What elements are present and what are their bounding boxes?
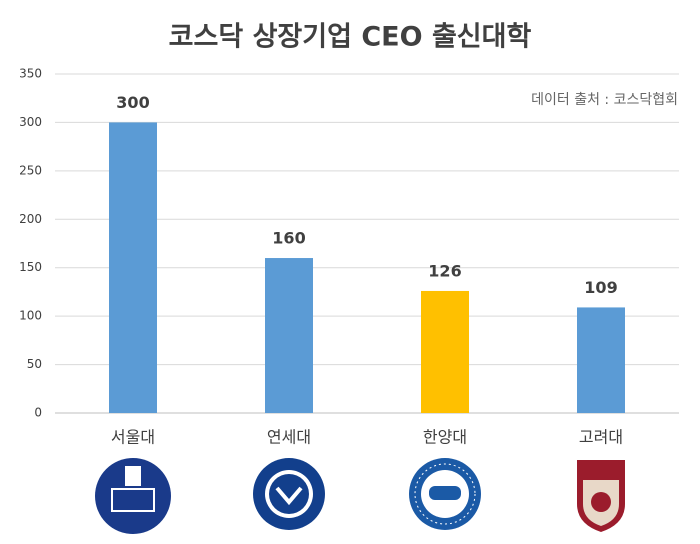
- data-label: 160: [272, 229, 305, 248]
- data-label: 300: [116, 93, 149, 112]
- bar: [109, 122, 157, 413]
- logo-korea: [577, 460, 625, 532]
- logo-hanyang: [409, 458, 481, 530]
- y-tick-label: 300: [19, 115, 42, 129]
- y-tick-label: 350: [19, 67, 42, 81]
- y-tick-label: 200: [19, 212, 42, 226]
- y-tick-label: 0: [34, 406, 42, 420]
- logo-snu: [95, 458, 171, 534]
- bar: [265, 258, 313, 413]
- x-tick-label: 한양대: [423, 428, 467, 447]
- data-label: 126: [428, 261, 461, 280]
- bar: [577, 307, 625, 413]
- chart-title: 코스닥 상장기업 CEO 출신대학: [169, 22, 532, 53]
- bar: [421, 290, 469, 413]
- x-tick-label: 연세대: [267, 428, 311, 447]
- x-tick-label: 서울대: [111, 428, 155, 447]
- logo-yonsei: [253, 458, 325, 530]
- x-tick-label: 고려대: [579, 428, 623, 447]
- y-tick-label: 50: [27, 357, 42, 371]
- data-label: 109: [584, 278, 617, 297]
- y-tick-label: 150: [19, 260, 42, 274]
- y-tick-label: 250: [19, 163, 42, 177]
- y-tick-label: 100: [19, 309, 42, 323]
- source-note: 데이터 출처 : 코스닥협회: [531, 92, 678, 108]
- logos: [95, 458, 625, 534]
